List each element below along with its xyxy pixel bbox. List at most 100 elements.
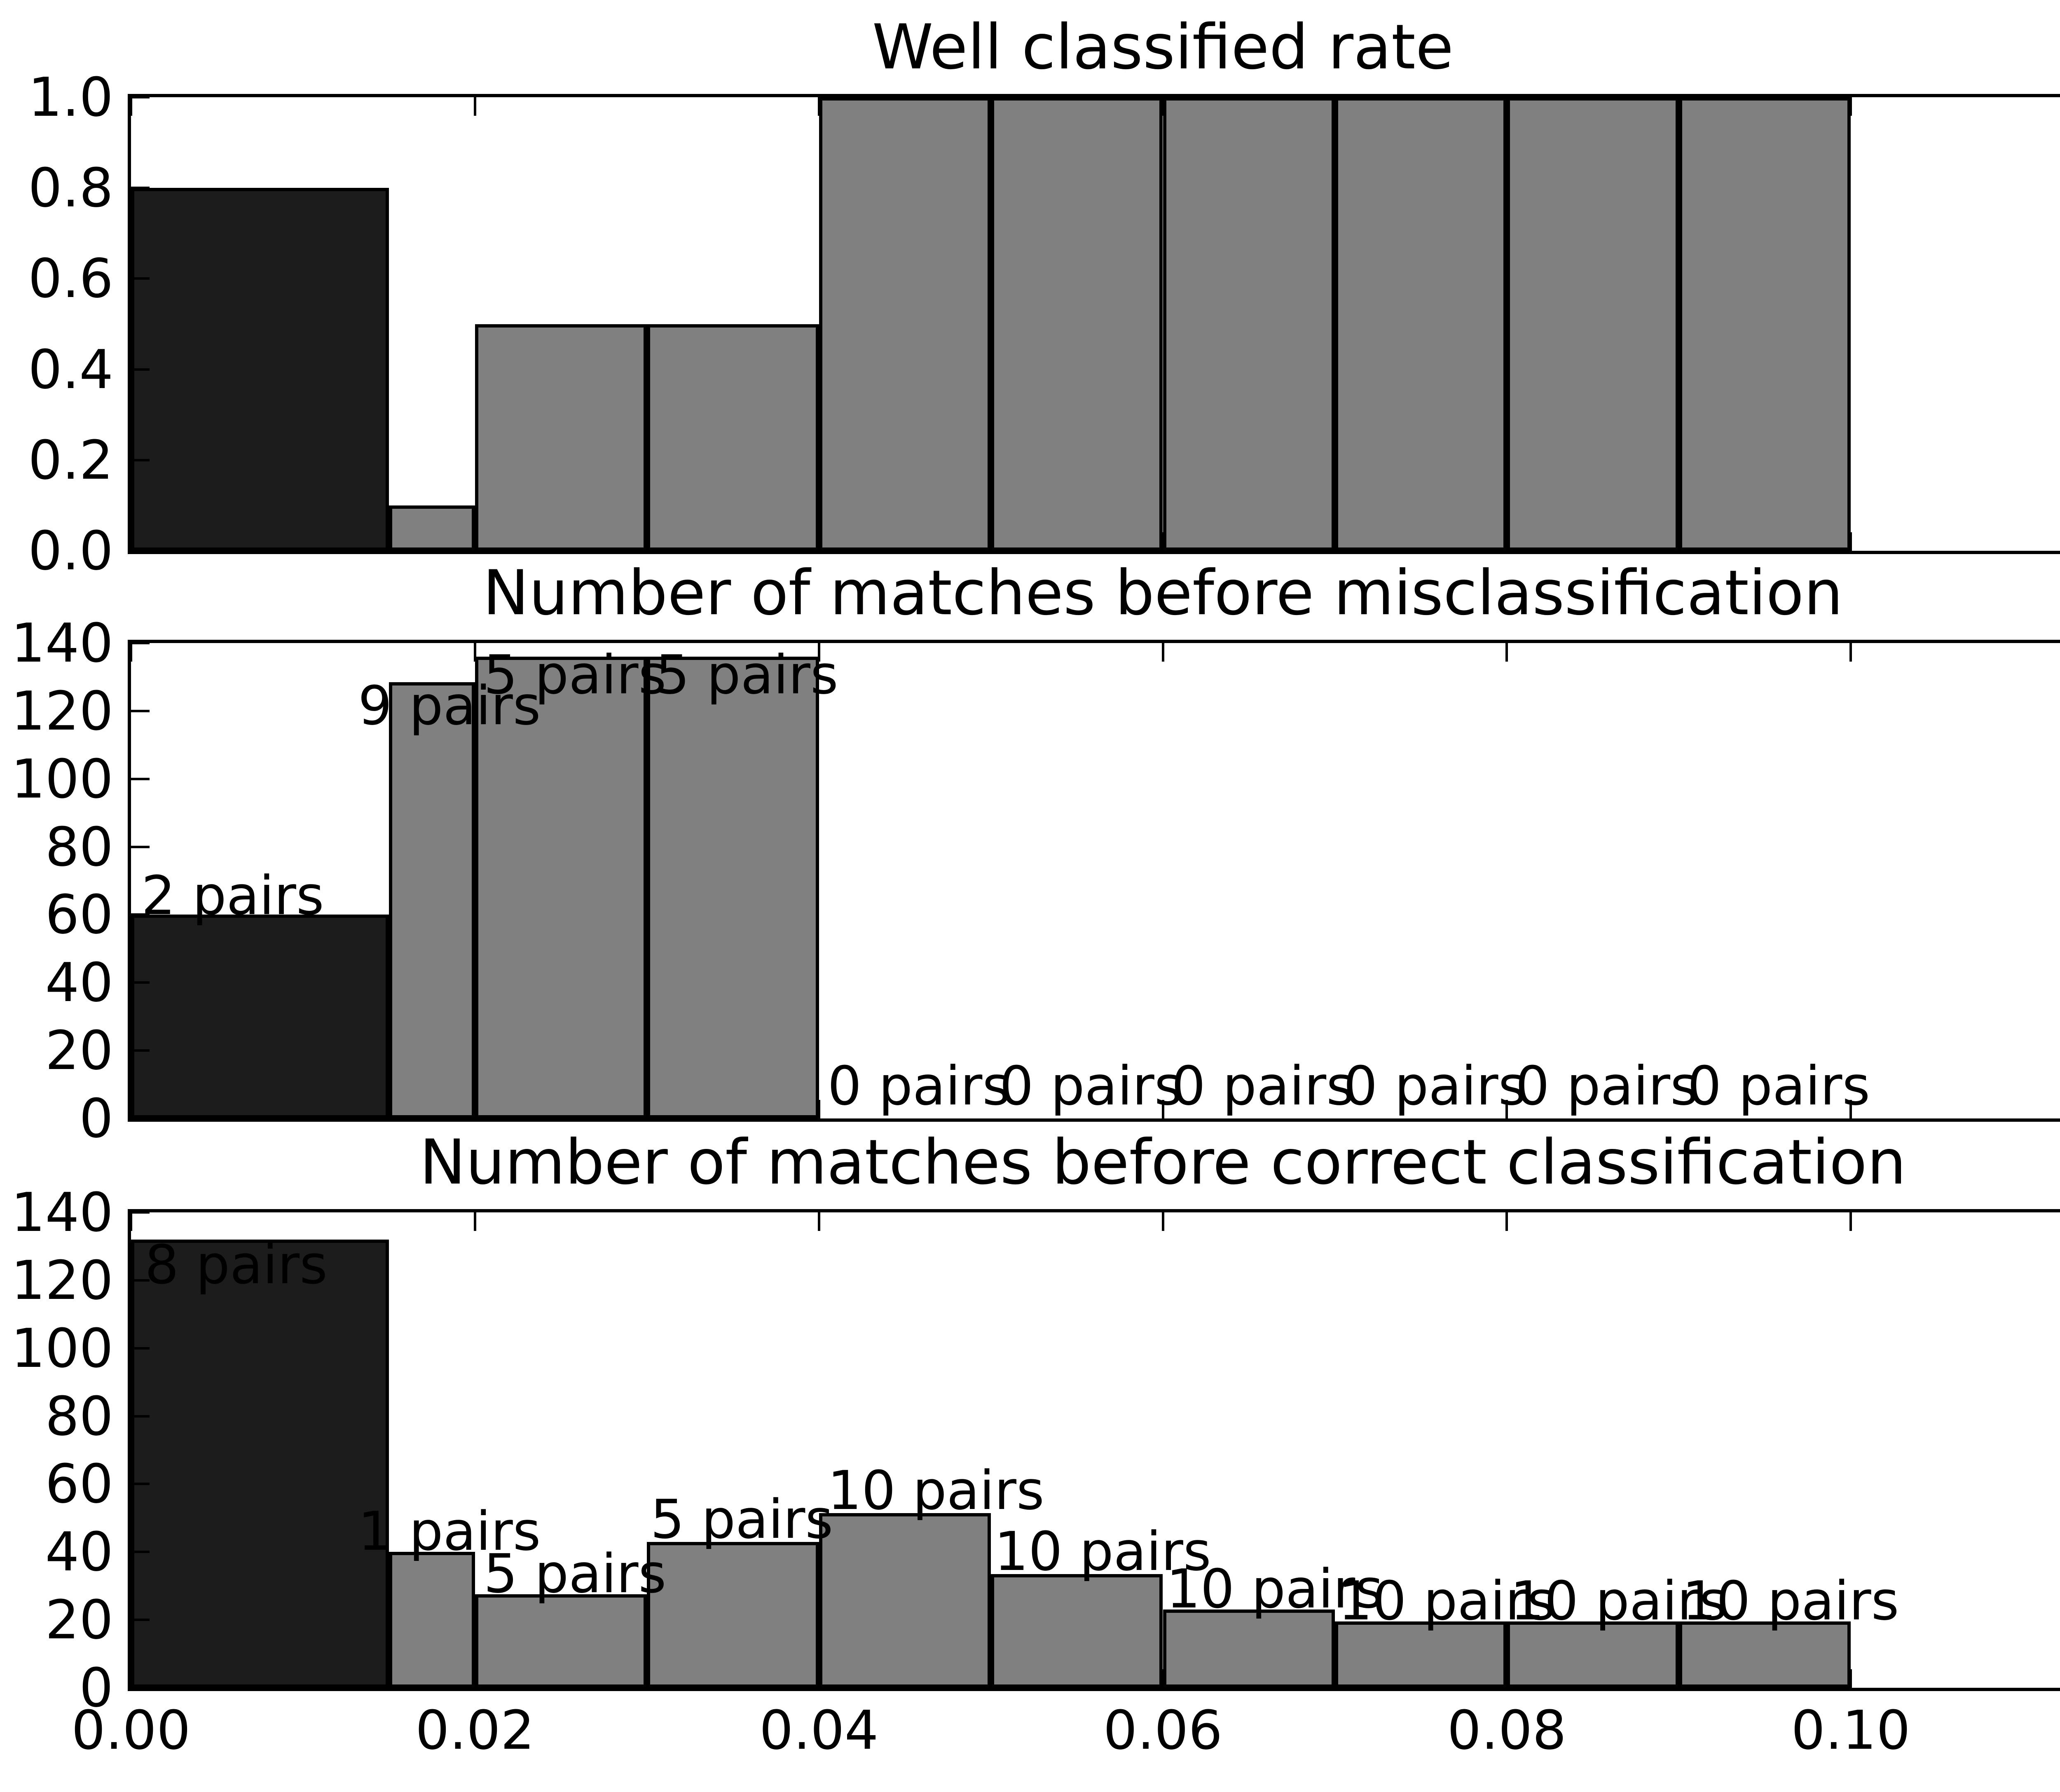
bar-annotation: 9 pairs <box>358 674 541 737</box>
bar-annotation: 1 pairs <box>358 1500 541 1563</box>
y-tick <box>131 550 150 552</box>
x-tick <box>130 532 132 551</box>
y-tick-label: 20 <box>45 1588 113 1652</box>
y-tick-label: 0.8 <box>28 157 113 220</box>
y-tick <box>131 845 150 848</box>
histogram-bar <box>647 324 819 551</box>
y-tick <box>131 459 150 461</box>
x-tick <box>1161 1100 1164 1118</box>
y-tick-label: 0.6 <box>28 247 113 310</box>
x-tick <box>817 1669 820 1688</box>
x-tick <box>1849 532 1852 551</box>
y-tick-label: 140 <box>11 1181 113 1244</box>
x-tick <box>130 1212 132 1231</box>
chart-title-matches-before-misclassification: Number of matches before misclassificati… <box>482 557 1843 629</box>
y-tick-label: 120 <box>11 1249 113 1312</box>
axes-matches-before-misclassification: 2 pairs 9 pairs 5 pairs 5 pairs 0 pairs 0 pai… <box>128 640 2060 1122</box>
x-tick <box>473 643 476 662</box>
x-tick <box>1161 532 1164 551</box>
y-tick-label: 80 <box>45 1385 113 1448</box>
chart-title-well-classified-rate: Well classified rate <box>872 12 1454 83</box>
histogram-bar <box>991 97 1163 551</box>
axes-matches-before-correct-classification: 8 pairs 1 pairs 5 pairs 5 pairs 10 pairs 10 p… <box>128 1209 2060 1691</box>
x-tick <box>130 1100 132 1118</box>
bar-annotation: 5 pairs <box>483 1542 667 1605</box>
x-tick <box>1505 97 1508 116</box>
x-tick <box>1161 97 1164 116</box>
axes-well-classified-rate <box>128 94 2060 554</box>
y-tick <box>131 368 150 371</box>
histogram-bar <box>475 1594 647 1688</box>
bar-annotation: 5 pairs <box>483 643 667 707</box>
y-tick <box>131 1687 150 1689</box>
y-tick-label: 20 <box>45 1019 113 1082</box>
histogram-bar <box>131 1239 389 1688</box>
x-tick <box>817 643 820 662</box>
y-tick-label: 0.2 <box>28 428 113 491</box>
y-tick <box>131 187 150 189</box>
y-tick <box>131 642 150 644</box>
histogram-bar <box>819 97 991 551</box>
bar-annotation: 2 pairs <box>141 864 324 927</box>
y-tick-label: 60 <box>45 1453 113 1516</box>
bar-annotation: 5 pairs <box>650 1488 833 1551</box>
x-tick-label: 0.10 <box>1791 1699 1910 1762</box>
bar-annotation: 0 pairs <box>1343 1054 1526 1117</box>
x-tick <box>1505 1212 1508 1231</box>
bar-annotation: 10 pairs <box>1682 1569 1899 1632</box>
y-tick <box>131 1347 150 1350</box>
x-tick <box>130 1669 132 1688</box>
y-tick <box>131 277 150 280</box>
x-tick <box>473 1100 476 1118</box>
y-tick <box>131 1117 150 1120</box>
x-tick <box>1849 1100 1852 1118</box>
histogram-bar <box>1334 97 1507 551</box>
histogram-bar <box>1163 97 1335 551</box>
histogram-bar <box>389 682 475 1118</box>
histogram-bar <box>1334 1621 1507 1688</box>
y-tick-label: 60 <box>45 883 113 946</box>
x-tick <box>1505 1669 1508 1688</box>
x-tick <box>1505 1100 1508 1118</box>
bar-annotation: 0 pairs <box>1515 1054 1698 1117</box>
histogram-bar <box>389 505 475 551</box>
bar-annotation: 10 pairs <box>827 1459 1044 1522</box>
histogram-bar <box>1163 1610 1335 1688</box>
histogram-bar <box>131 915 389 1118</box>
x-tick <box>817 97 820 116</box>
bar-annotation: 5 pairs <box>655 643 838 707</box>
histogram-bar <box>1678 1621 1851 1688</box>
y-tick-label: 0 <box>79 1656 113 1719</box>
y-tick <box>131 981 150 984</box>
bar-annotation: 10 pairs <box>1510 1569 1727 1632</box>
x-tick-label: 0.02 <box>415 1699 535 1762</box>
histogram-bar <box>475 656 647 1118</box>
histogram-bar <box>991 1574 1163 1688</box>
x-tick <box>473 97 476 116</box>
y-tick-label: 40 <box>45 951 113 1014</box>
x-tick <box>1161 1669 1164 1688</box>
histogram-bar <box>819 1513 991 1688</box>
y-tick <box>131 1483 150 1486</box>
x-tick <box>1849 1212 1852 1231</box>
x-tick <box>1505 532 1508 551</box>
x-tick <box>473 1212 476 1231</box>
histogram-bar <box>647 1542 819 1688</box>
x-tick <box>1849 97 1852 116</box>
histogram-bar <box>647 656 819 1118</box>
y-tick-label: 0 <box>79 1087 113 1150</box>
y-tick <box>131 709 150 712</box>
bar-annotation: 8 pairs <box>145 1233 328 1296</box>
bar-annotation: 0 pairs <box>1171 1054 1354 1117</box>
y-tick <box>131 1619 150 1621</box>
x-tick <box>817 532 820 551</box>
y-tick-label: 40 <box>45 1521 113 1584</box>
bar-annotation: 10 pairs <box>1166 1558 1383 1621</box>
y-tick <box>131 777 150 780</box>
y-tick-label: 0.0 <box>28 519 113 582</box>
y-tick <box>131 1415 150 1418</box>
y-tick <box>131 96 150 98</box>
bar-annotation: 0 pairs <box>999 1054 1182 1117</box>
y-tick <box>131 1551 150 1553</box>
